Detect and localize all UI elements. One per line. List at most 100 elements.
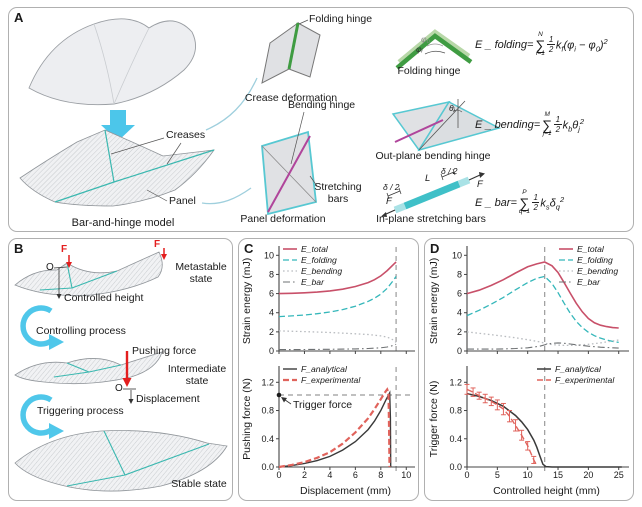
panel-b: B: [8, 238, 233, 501]
tick-label: 0: [464, 470, 469, 480]
stable-state-label: Stable state: [171, 478, 227, 490]
origin1-label: O: [46, 262, 54, 273]
tick-label: 0.4: [449, 434, 462, 444]
chart-pushing-force-vs-displacement: 0 2 4 6 8 10 0.0 0.4 0.8 1.2 Trigger force F_analyt…: [241, 364, 415, 497]
legend-label-E_folding: E_folding: [577, 255, 613, 265]
panel-a: A: [8, 7, 634, 232]
series-E_folding: [466, 275, 619, 344]
panel-b-label: B: [14, 241, 24, 256]
tick-label: 0: [276, 470, 281, 480]
bending-hinge-label: Bending hinge: [288, 99, 356, 111]
tick-label: 10: [523, 470, 533, 480]
panel-b-graphics: [14, 248, 228, 492]
legend-label-F_experimental: F_experimental: [555, 375, 615, 385]
tick-label: 8: [269, 269, 274, 279]
tick-label: 6: [353, 470, 358, 480]
tick-label: 6: [269, 289, 274, 299]
legend-label-F_analytical: F_analytical: [301, 364, 348, 374]
series-E_bending: [466, 331, 619, 347]
y-axis-label: Strain energy (mJ): [241, 258, 253, 344]
pushing-force-label: Pushing force: [132, 345, 197, 357]
triggering-arrow-icon: [20, 394, 64, 439]
pointer-lines-graphic: [110, 19, 318, 205]
metastable-mesh-graphic: [14, 248, 167, 299]
legend-label-F_analytical: F_analytical: [555, 364, 602, 374]
tick-label: 0: [269, 346, 274, 356]
controlled-height-label: Controlled height: [64, 292, 144, 304]
series-E_total: [466, 261, 619, 329]
series-E_bar: [467, 342, 619, 350]
displacement-label: Displacement: [136, 393, 200, 405]
panel-deformation-icon: [261, 130, 317, 216]
intermediate-state-label: Intermediate state: [167, 363, 227, 387]
panel-c-label: C: [244, 241, 254, 256]
theta-label: θⱼ: [449, 103, 456, 113]
stable-mesh-graphic: [14, 430, 228, 492]
legend-label-E_folding: E_folding: [301, 255, 337, 265]
series-E_folding: [278, 276, 397, 318]
tick-label: 2: [457, 327, 462, 337]
tick-label: 15: [553, 470, 563, 480]
tick-label: 10: [264, 250, 274, 260]
y-axis-label: Trigger force (N): [428, 381, 440, 458]
legend-label-F_experimental: F_experimental: [301, 375, 361, 385]
tick-label: 10: [452, 250, 462, 260]
tick-label: 0.0: [449, 462, 462, 472]
tick-label: 2: [302, 470, 307, 480]
tick-label: 0.8: [449, 406, 462, 416]
metastable-state-label: Metastable state: [175, 261, 227, 285]
panel-c: C 0 2 4 6 8 10 E_total E_folding E_bending E_bar S…: [238, 238, 419, 501]
series-E_total: [278, 261, 397, 295]
phi-initial-label: φ₀: [421, 34, 431, 44]
stretching-bars-label: Stretching bars: [314, 181, 362, 205]
delta-left-label: δ / 2: [383, 182, 400, 192]
trigger-force-dot: [276, 392, 282, 398]
bar-length-label: L: [425, 173, 431, 184]
tick-label: 6: [457, 289, 462, 299]
panel-d-label: D: [430, 241, 440, 256]
intermediate-mesh-graphic: [14, 351, 163, 404]
tick-label: 4: [457, 308, 462, 318]
controlling-arrow-icon: [20, 305, 64, 350]
crease-deformation-icon: [261, 21, 321, 84]
force-right-label: F: [477, 179, 483, 190]
force2-label: F: [154, 239, 161, 250]
chart-trigger-force-vs-controlled-height: 0 5 10 15 20 25 0.0 0.4 0.8 1.2 F_analyticalF_expe…: [428, 364, 629, 497]
equation-e-bar: E _ bar = P ∑ q=1 1 2 ksδq2: [475, 189, 565, 216]
tick-label: 1.2: [449, 377, 462, 387]
mesh-surface-graphic: [19, 129, 215, 207]
bending-hinge-icon: [391, 99, 502, 152]
panel-d: D 0 2 4 6 8 10 E_total E_folding E_bending E_bar S…: [424, 238, 634, 501]
tick-label: 10: [401, 470, 411, 480]
panel-a-label: A: [14, 10, 24, 25]
origin2-label: O: [115, 383, 123, 394]
tick-label: 0.0: [261, 462, 274, 472]
legend-label-E_total: E_total: [301, 244, 329, 254]
legend-label-E_bar: E_bar: [577, 277, 601, 287]
down-arrow-icon: [101, 110, 135, 141]
series-F_experimental: [278, 387, 391, 469]
panel-def-caption: Panel deformation: [240, 213, 326, 225]
smooth-surface-graphic: [28, 18, 197, 106]
chart-d_force: 0 5 10 15 20 25 0.0 0.4 0.8 1.2 F_analyticalF_expe…: [428, 364, 629, 497]
tick-label: 1.2: [261, 377, 274, 387]
legend-label-E_bar: E_bar: [301, 277, 325, 287]
controlling-process-label: Controlling process: [36, 325, 126, 337]
series-E_bending: [278, 330, 397, 343]
folding-icon-caption: Folding hinge: [397, 65, 461, 77]
series-E_bar: [278, 343, 397, 351]
bending-icon-caption: Out-plane bending hinge: [375, 150, 491, 162]
x-axis-label: Displacement (mm): [300, 485, 391, 497]
folding-hinge-pointer-label: Folding hinge: [309, 13, 373, 25]
tick-label: 8: [378, 470, 383, 480]
y-axis-label: Strain energy (mJ): [428, 258, 440, 344]
equation-e-folding: E _ folding = N ∑ i=1 1 2 kf(φi − φ0)2: [475, 31, 608, 58]
x-axis-label: Controlled height (mm): [493, 485, 600, 497]
y-axis-label: Pushing force (N): [241, 378, 253, 460]
tick-label: 5: [495, 470, 500, 480]
